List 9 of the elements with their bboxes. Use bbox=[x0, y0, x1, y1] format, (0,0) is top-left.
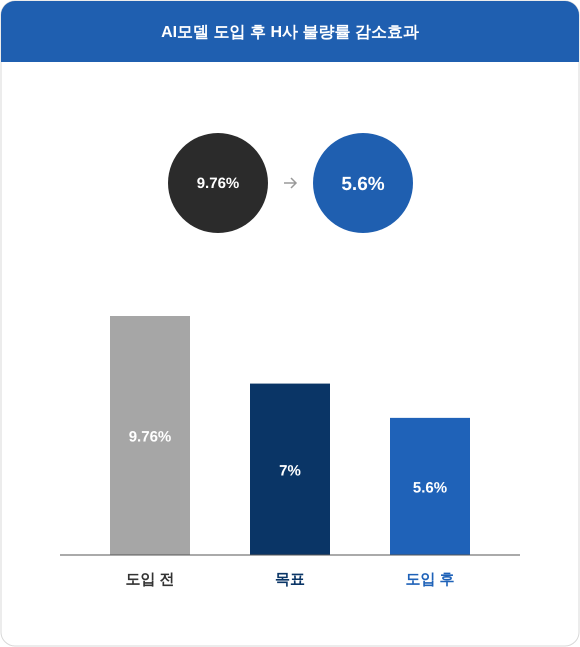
chart-title: AI모델 도입 후 H사 불량률 감소효과 bbox=[161, 24, 419, 41]
data-label: 9.76% bbox=[128, 428, 172, 446]
x-tick-label: 도입 후 bbox=[405, 571, 455, 588]
text: 9.76% bbox=[196, 175, 240, 192]
text: 5.6% bbox=[341, 174, 385, 195]
x-tick-label: 목표 bbox=[275, 571, 305, 588]
data-label: 5.6% bbox=[412, 479, 448, 496]
data-label: 7% bbox=[279, 462, 301, 480]
x-tick-label: 도입 전 bbox=[125, 571, 175, 588]
